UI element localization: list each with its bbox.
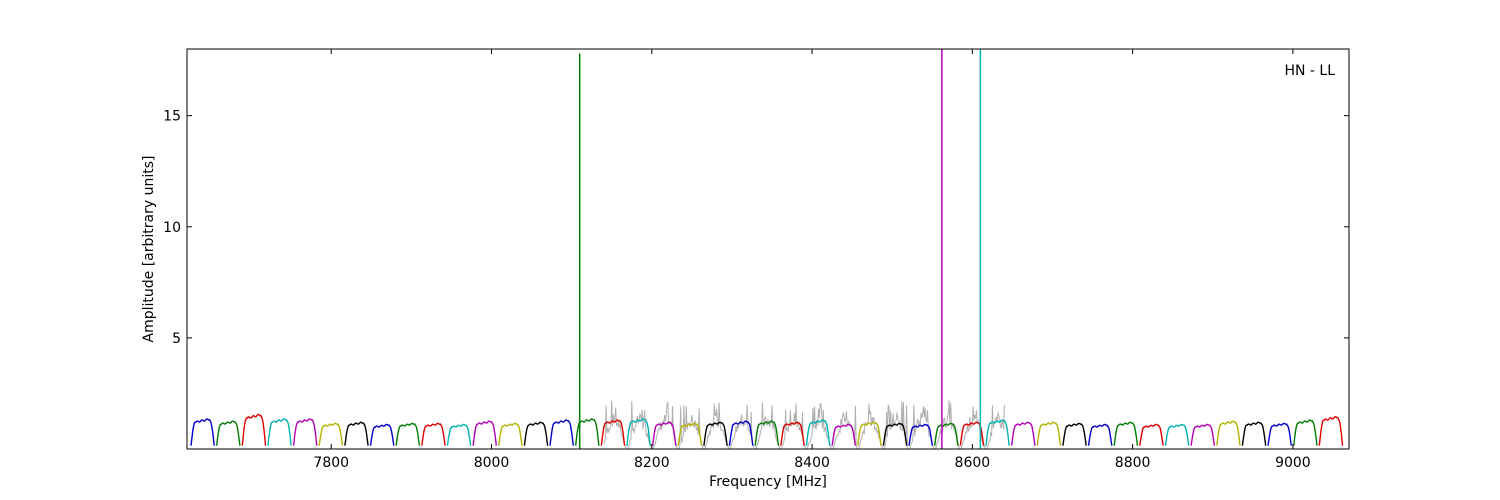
channel-curve <box>1036 421 1062 446</box>
y-axis-label: Amplitude [arbitrary units] <box>141 156 157 343</box>
channel-curve <box>498 422 523 446</box>
channel-curve <box>523 421 549 446</box>
channel-curve <box>1293 419 1318 446</box>
plot-annotation: HN - LL <box>1284 63 1335 79</box>
channel-curve <box>1113 421 1139 446</box>
x-axis-ticks: 7800 8000 8200 8400 8600 8800 9000 <box>313 49 1311 471</box>
y-axis-ticks: 5 10 15 <box>163 109 1349 347</box>
channel-curve <box>805 419 831 446</box>
channel-curve <box>1062 422 1087 446</box>
channel-curve <box>216 420 241 446</box>
channel-curve <box>780 421 805 446</box>
y-tick-label: 15 <box>163 109 181 125</box>
channel-curve <box>831 423 857 446</box>
channel-curve <box>267 418 292 446</box>
channel-curve <box>908 423 933 446</box>
x-tick-label: 9000 <box>1275 455 1311 471</box>
channel-curve <box>1241 421 1267 446</box>
plot-frame <box>186 48 1350 450</box>
channel-curve <box>857 421 882 446</box>
channel-curve <box>703 421 728 446</box>
channel-curve <box>651 421 677 446</box>
channel-curve <box>395 422 421 446</box>
y-tick-label: 10 <box>163 220 181 236</box>
channel-curve <box>472 420 497 446</box>
channel-curve <box>318 422 344 446</box>
channel-curve <box>190 418 215 446</box>
x-tick-label: 7800 <box>313 455 349 471</box>
plot-background <box>187 49 1349 449</box>
channel-curve <box>934 422 959 446</box>
channel-curve <box>1267 422 1292 446</box>
x-axis-label: Frequency [MHz] <box>709 474 827 490</box>
channel-curve <box>1216 420 1241 446</box>
x-tick-label: 8800 <box>1115 455 1151 471</box>
channel-curve <box>985 419 1010 446</box>
channel-curve <box>241 413 267 446</box>
channel-curve <box>1190 423 1216 446</box>
spike-lines <box>578 49 982 449</box>
channel-curve <box>600 419 626 446</box>
channel-curve <box>677 422 703 446</box>
channel-curve <box>292 418 318 446</box>
channel-curve <box>549 419 574 446</box>
channel-curve <box>344 421 369 446</box>
channel-series <box>190 413 1344 446</box>
channel-curve <box>882 422 908 446</box>
channel-curve <box>1164 423 1190 446</box>
channel-curve <box>728 420 754 446</box>
channel-curve <box>1139 423 1164 446</box>
x-tick-label: 8000 <box>474 455 510 471</box>
channel-curve <box>446 423 472 446</box>
x-tick-label: 8200 <box>634 455 670 471</box>
channel-curve <box>754 420 780 446</box>
y-tick-label: 5 <box>172 331 181 347</box>
channel-curve <box>1318 416 1344 446</box>
channel-curve <box>1010 421 1036 446</box>
x-tick-label: 8400 <box>794 455 830 471</box>
channel-curve <box>369 423 395 446</box>
channel-curve <box>626 418 651 446</box>
x-tick-label: 8600 <box>955 455 991 471</box>
channel-curve <box>421 422 446 446</box>
channel-curve <box>1087 423 1113 446</box>
